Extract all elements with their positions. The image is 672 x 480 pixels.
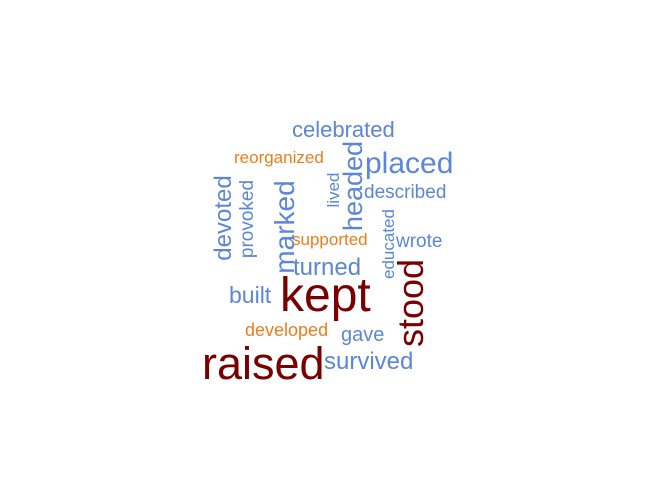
word-described: described [364, 182, 447, 203]
word-wrote: wrote [396, 231, 443, 252]
word-developed: developed [245, 320, 329, 340]
word-reorganized: reorganized [234, 148, 324, 167]
word-kept: kept [280, 269, 371, 322]
word-raised: raised [202, 338, 325, 389]
word-headed: headed [338, 140, 368, 232]
word-supported: supported [292, 230, 368, 249]
word-placed: placed [365, 147, 454, 180]
word-celebrated: celebrated [292, 117, 395, 142]
word-lived: lived [324, 172, 343, 208]
word-gave: gave [341, 324, 385, 346]
word-devoted: devoted [210, 175, 237, 261]
word-turned: turned [293, 254, 362, 281]
word-marked: marked [269, 180, 300, 274]
word-built: built [229, 282, 272, 308]
word-stood: stood [390, 258, 431, 348]
word-survived: survived [324, 348, 414, 375]
word-provoked: provoked [237, 179, 258, 259]
